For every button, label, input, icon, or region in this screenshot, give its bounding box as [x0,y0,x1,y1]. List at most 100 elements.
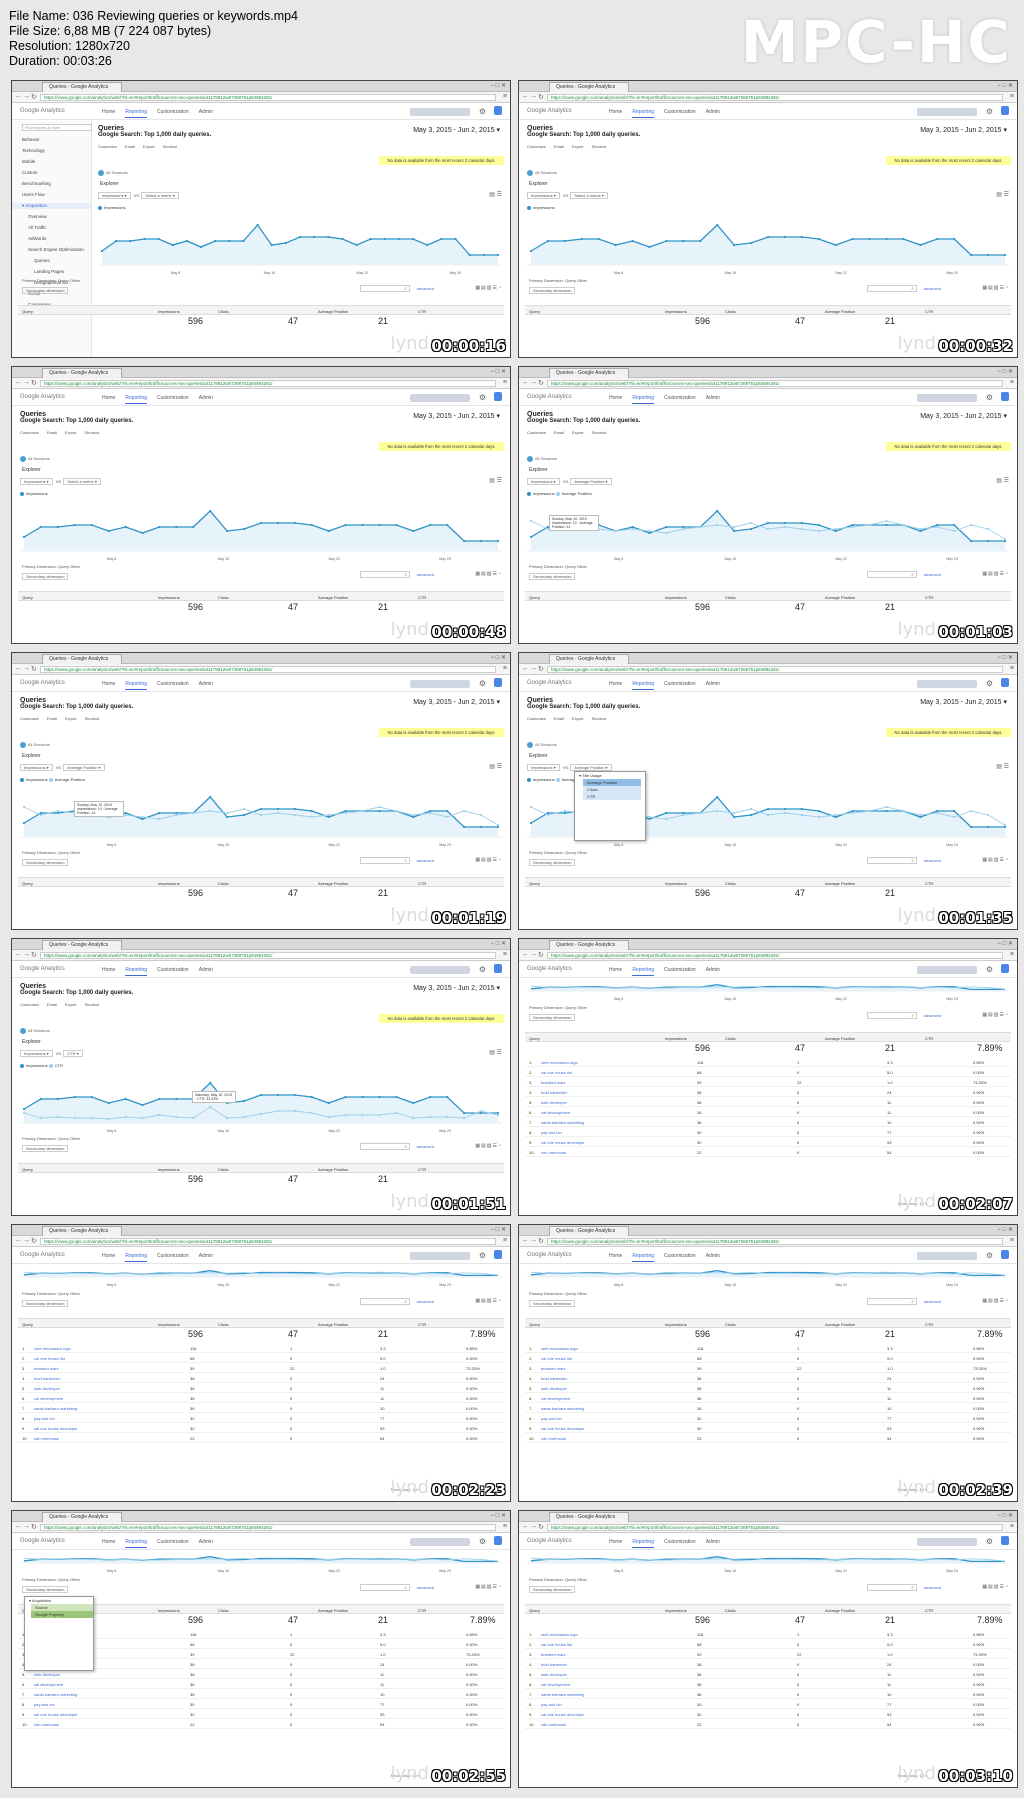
reload-icon[interactable]: ↻ [31,1238,37,1245]
impressions-point[interactable] [171,243,174,247]
ctr-point[interactable] [242,1115,246,1119]
account-selector[interactable] [917,680,977,688]
action-shortcut[interactable]: Shortcut [162,144,178,149]
nav-reporting[interactable]: Reporting [632,109,655,118]
menu-icon[interactable]: ≡ [1009,379,1014,386]
impressions-point[interactable] [192,525,195,529]
ctr-point[interactable] [192,1116,195,1120]
query-link[interactable]: santa barbara marketing [541,1692,585,1697]
column-header-impressions[interactable]: Impressions [665,881,687,886]
nav-reporting[interactable]: Reporting [125,967,148,976]
average-position-point[interactable] [412,813,415,817]
account-selector[interactable] [410,680,470,688]
impressions-point[interactable] [716,509,719,513]
gear-icon[interactable]: ⚙ [985,107,993,116]
video-frame-thumbnail[interactable]: Queries - Google Analytics − □ ✕ ← → ↻ https:… [11,938,511,1216]
menu-icon[interactable]: ≡ [1009,951,1014,958]
account-selector[interactable] [917,108,977,116]
ctr-point[interactable] [446,1115,449,1119]
query-link[interactable]: cerb mechanics logo [541,1346,578,1351]
average-position-point[interactable] [378,805,381,809]
impressions-point[interactable] [56,525,59,529]
table-row[interactable]: 3. branded marz 39 22 1.0 73.33% [18,1363,504,1373]
advanced-filter-link[interactable]: advanced [416,286,434,291]
browser-tab[interactable]: Queries - Google Analytics [42,940,122,950]
secondary-dimension-select[interactable]: Secondary dimension [22,1145,69,1152]
table-view-icons[interactable]: ▦▤▧☰◔ [982,1584,1009,1590]
impressions-point[interactable] [242,239,245,243]
nav-reporting[interactable]: Reporting [125,109,148,118]
query-link[interactable]: cal one house developer [34,1712,78,1717]
reload-icon[interactable]: ↻ [538,1524,544,1531]
impressions-point[interactable] [749,241,753,245]
nav-reporting[interactable]: Reporting [125,395,148,404]
window-buttons[interactable]: − □ ✕ [490,655,507,661]
query-link[interactable]: cal one house developer [541,1140,585,1145]
window-buttons[interactable]: − □ ✕ [997,83,1014,89]
average-position-point[interactable] [783,811,787,815]
notifications-icon[interactable] [1001,392,1009,401]
average-position-point[interactable] [175,813,178,817]
impressions-point[interactable] [817,523,820,527]
menu-icon[interactable]: ≡ [502,1237,507,1244]
action-export[interactable]: Export [64,1002,77,1007]
query-link[interactable]: food bartender [34,1376,61,1381]
metric-dropdown[interactable]: Select a metric ▾ [141,192,179,199]
segment-selector[interactable]: All Sessions [20,742,50,748]
average-position-point[interactable] [496,823,500,827]
advanced-filter-link[interactable]: advanced [416,572,434,577]
nav-admin[interactable]: Admin [705,109,720,115]
impressions-point[interactable] [682,525,685,529]
impressions-point[interactable] [665,239,668,243]
ctr-point[interactable] [158,1113,161,1117]
table-view-icons[interactable]: ▦▤▧☰◔ [475,1584,502,1590]
nav-admin[interactable]: Admin [198,1539,213,1545]
average-position-point[interactable] [733,811,736,815]
query-link[interactable]: cerb mechanics logo [541,1060,578,1065]
impressions-point[interactable] [22,1107,26,1111]
average-position-point[interactable] [546,813,550,817]
average-position-point[interactable] [834,527,837,531]
table-row[interactable]: 7. santa barbara marketing 36 0 10 0.00% [525,1403,1011,1413]
nav-customization[interactable]: Customization [157,1253,189,1259]
impressions-point[interactable] [395,523,398,527]
impressions-point[interactable] [970,825,973,829]
browser-tab[interactable]: Queries - Google Analytics [42,368,122,378]
average-position-point[interactable] [919,527,922,531]
table-row[interactable]: 2. cal one house list 68 0 5.0 0.00% [18,1353,504,1363]
tab-explorer[interactable]: Explorer [529,467,548,473]
advanced-filter-link[interactable]: advanced [923,1585,941,1590]
ctr-point[interactable] [209,1105,212,1109]
impressions-point[interactable] [919,815,922,819]
table-view-icons[interactable]: ▦▤▧☰◔ [475,285,502,291]
impressions-point[interactable] [141,1103,144,1107]
average-position-point[interactable] [953,815,956,819]
query-link[interactable]: web developer [34,1672,61,1677]
query-link[interactable]: cal development [541,1396,571,1401]
advanced-filter-link[interactable]: advanced [923,858,941,863]
address-bar[interactable]: https://www.google.com/analytics/web/?hl… [40,952,496,959]
impressions-point[interactable] [39,811,43,815]
column-header-average-position[interactable]: Average Position [318,1608,349,1613]
impressions-point[interactable] [496,1111,500,1115]
browser-tab[interactable]: Queries - Google Analytics [42,654,122,664]
window-buttons[interactable]: − □ ✕ [490,1227,507,1233]
action-export[interactable]: Export [64,430,77,435]
impressions-point[interactable] [868,237,871,241]
sidebar-item-custom[interactable]: Custom [22,170,38,175]
impressions-point[interactable] [496,825,500,829]
impressions-point[interactable] [834,815,837,819]
nav-home[interactable]: Home [102,1253,116,1259]
gear-icon[interactable]: ⚙ [985,965,993,974]
average-position-point[interactable] [276,811,280,815]
table-view-icons[interactable]: ▦▤▧☰◔ [982,1298,1009,1304]
browser-tab[interactable]: Queries - Google Analytics [549,82,629,92]
average-position-point[interactable] [749,807,753,811]
gear-icon[interactable]: ⚙ [478,1537,486,1546]
column-header-query[interactable]: Query [22,309,33,314]
menu-icon[interactable]: ≡ [1009,1237,1014,1244]
date-range-picker[interactable]: May 3, 2015 - Jun 2, 2015 ▾ [413,413,500,420]
menu-icon[interactable]: ≡ [502,93,507,100]
impressions-point[interactable] [665,811,668,815]
impressions-point[interactable] [563,811,566,815]
